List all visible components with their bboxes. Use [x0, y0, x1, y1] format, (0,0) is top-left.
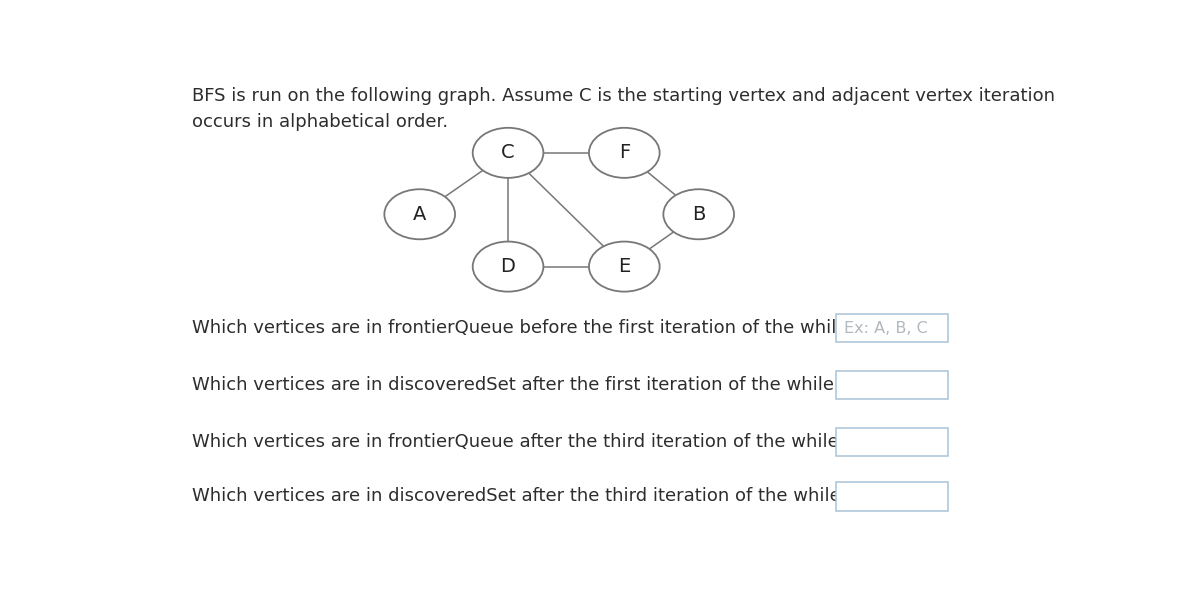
Text: Which vertices are in discoveredSet after the first iteration of the while loop?: Which vertices are in discoveredSet afte… [192, 376, 888, 394]
Ellipse shape [473, 242, 544, 291]
Text: F: F [619, 144, 630, 163]
Ellipse shape [473, 128, 544, 178]
Text: BFS is run on the following graph. Assume C is the starting vertex and adjacent : BFS is run on the following graph. Assum… [192, 87, 1055, 131]
Text: Which vertices are in discoveredSet after the third iteration of the while loop?: Which vertices are in discoveredSet afte… [192, 488, 894, 505]
Text: A: A [413, 204, 426, 224]
Ellipse shape [589, 242, 660, 291]
Text: Ex: A, B, C: Ex: A, B, C [844, 320, 928, 336]
Text: C: C [502, 144, 515, 163]
Text: D: D [500, 257, 516, 276]
FancyBboxPatch shape [836, 482, 948, 511]
Text: B: B [692, 204, 706, 224]
FancyBboxPatch shape [836, 428, 948, 456]
Text: Which vertices are in frontierQueue before the first iteration of the while loop: Which vertices are in frontierQueue befo… [192, 319, 901, 337]
Ellipse shape [589, 128, 660, 178]
FancyBboxPatch shape [836, 314, 948, 342]
FancyBboxPatch shape [836, 371, 948, 399]
Ellipse shape [664, 189, 734, 239]
Text: E: E [618, 257, 630, 276]
Ellipse shape [384, 189, 455, 239]
Text: Which vertices are in frontierQueue after the third iteration of the while loop?: Which vertices are in frontierQueue afte… [192, 433, 893, 451]
